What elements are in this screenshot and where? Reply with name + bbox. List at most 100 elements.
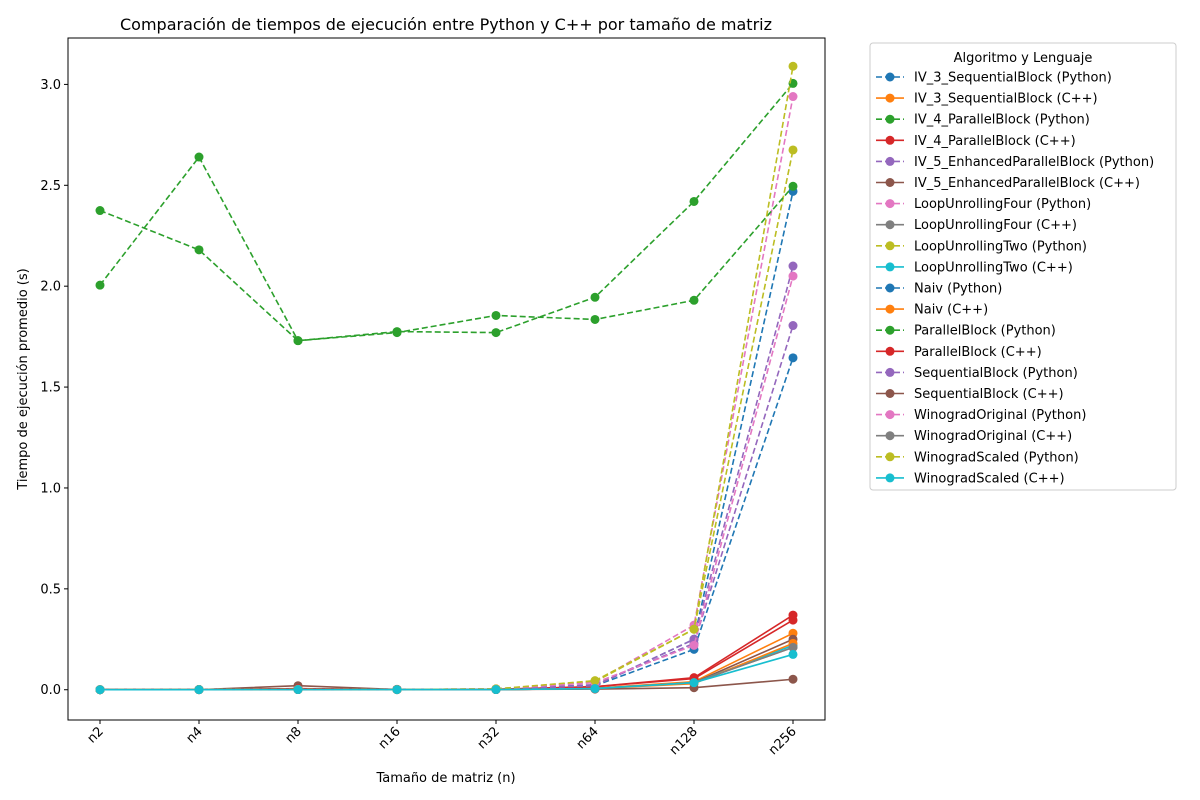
series-12 bbox=[95, 152, 798, 346]
data-point bbox=[392, 328, 402, 338]
legend-swatch-marker bbox=[885, 325, 895, 335]
legend-swatch-marker bbox=[885, 220, 895, 230]
series-line bbox=[99, 82, 794, 342]
y-axis-label: Tiempo de ejecución promedio (s) bbox=[16, 268, 31, 490]
legend-label: Naiv (Python) bbox=[914, 282, 1002, 297]
legend-item: SequentialBlock (C++) bbox=[876, 387, 1064, 402]
series-layer bbox=[95, 61, 798, 695]
y-axis: 0.0 0.5 1.0 1.5 2.0 2.5 3.0 bbox=[40, 78, 68, 698]
data-point bbox=[95, 280, 105, 290]
data-point bbox=[689, 624, 699, 634]
data-point bbox=[788, 353, 798, 363]
legend-label: IV_5_EnhancedParallelBlock (C++) bbox=[914, 176, 1140, 191]
data-point bbox=[689, 640, 699, 650]
legend-swatch-marker bbox=[885, 389, 895, 398]
legend-swatch-marker bbox=[885, 304, 895, 314]
legend-label: IV_5_EnhancedParallelBlock (Python) bbox=[914, 155, 1154, 170]
legend-item: Naiv (Python) bbox=[876, 282, 1002, 297]
legend-item: IV_5_EnhancedParallelBlock (C++) bbox=[876, 176, 1140, 191]
plot-area bbox=[68, 38, 825, 720]
data-point bbox=[392, 685, 402, 695]
data-point bbox=[293, 685, 303, 695]
legend: Algoritmo y Lenguaje IV_3_SequentialBloc… bbox=[869, 42, 1177, 491]
data-point bbox=[95, 206, 105, 216]
legend-item: WinogradOriginal (Python) bbox=[876, 408, 1086, 423]
legend-label: LoopUnrollingFour (Python) bbox=[914, 197, 1091, 212]
legend-label: SequentialBlock (Python) bbox=[914, 366, 1078, 381]
legend-swatch-marker bbox=[885, 410, 895, 420]
data-point bbox=[689, 678, 699, 688]
y-tick-label: 1.5 bbox=[40, 381, 61, 396]
data-point bbox=[590, 676, 600, 686]
legend-item: WinogradOriginal (C++) bbox=[876, 429, 1072, 444]
series-19 bbox=[95, 649, 798, 695]
legend-item: IV_4_ParallelBlock (Python) bbox=[876, 113, 1090, 128]
data-point bbox=[788, 642, 798, 652]
legend-label: Naiv (C++) bbox=[914, 303, 988, 318]
legend-swatch-marker bbox=[885, 178, 895, 187]
data-point bbox=[788, 261, 798, 271]
data-point bbox=[788, 649, 798, 659]
legend-item: LoopUnrollingTwo (Python) bbox=[876, 239, 1087, 254]
legend-swatch-marker bbox=[885, 431, 895, 441]
legend-label: LoopUnrollingTwo (Python) bbox=[914, 239, 1087, 254]
data-point bbox=[590, 314, 600, 324]
legend-label: IV_4_ParallelBlock (Python) bbox=[914, 113, 1090, 128]
y-tick-label: 2.0 bbox=[40, 280, 61, 295]
data-point bbox=[788, 92, 798, 102]
legend-swatch-marker bbox=[885, 262, 895, 272]
legend-item: LoopUnrollingFour (Python) bbox=[876, 197, 1091, 212]
data-point bbox=[788, 61, 798, 71]
data-point bbox=[293, 336, 303, 346]
legend-swatch-marker bbox=[885, 72, 895, 82]
legend-label: WinogradOriginal (C++) bbox=[914, 429, 1072, 444]
legend-item: SequentialBlock (Python) bbox=[876, 366, 1078, 381]
data-point bbox=[491, 328, 501, 338]
data-point bbox=[689, 295, 699, 305]
y-tick-label: 1.0 bbox=[40, 481, 61, 496]
legend-item: ParallelBlock (C++) bbox=[876, 345, 1042, 360]
legend-item: IV_4_ParallelBlock (C++) bbox=[876, 134, 1076, 149]
chart-title: Comparación de tiempos de ejecución entr… bbox=[120, 15, 772, 34]
legend-swatch-marker bbox=[885, 93, 895, 103]
legend-swatch-marker bbox=[885, 452, 895, 462]
legend-item: Naiv (C++) bbox=[876, 303, 988, 318]
legend-label: ParallelBlock (C++) bbox=[914, 345, 1042, 360]
y-tick-label: 0.5 bbox=[40, 582, 61, 597]
data-point bbox=[194, 685, 204, 695]
legend-label: IV_4_ParallelBlock (C++) bbox=[914, 134, 1076, 149]
data-point bbox=[788, 271, 798, 281]
legend-items: IV_3_SequentialBlock (Python) IV_3_Sequen… bbox=[876, 71, 1154, 486]
data-point bbox=[590, 292, 600, 302]
legend-title: Algoritmo y Lenguaje bbox=[954, 51, 1093, 66]
data-point bbox=[788, 321, 798, 331]
legend-swatch-marker bbox=[885, 135, 895, 145]
legend-swatch-marker bbox=[885, 241, 895, 251]
legend-label: SequentialBlock (C++) bbox=[914, 387, 1064, 402]
plot-frame bbox=[67, 37, 826, 721]
legend-item: IV_5_EnhancedParallelBlock (Python) bbox=[876, 155, 1154, 170]
legend-label: WinogradOriginal (Python) bbox=[914, 408, 1086, 423]
legend-swatch-marker bbox=[885, 156, 895, 166]
legend-item: WinogradScaled (C++) bbox=[876, 471, 1065, 486]
legend-swatch-marker bbox=[885, 367, 895, 377]
legend-item: WinogradScaled (Python) bbox=[876, 450, 1079, 465]
data-point bbox=[194, 152, 204, 162]
legend-swatch-marker bbox=[885, 283, 895, 293]
data-point bbox=[95, 685, 105, 695]
legend-item: IV_3_SequentialBlock (C++) bbox=[876, 92, 1098, 107]
legend-frame bbox=[869, 42, 1177, 491]
data-point bbox=[491, 310, 501, 320]
legend-label: IV_3_SequentialBlock (Python) bbox=[914, 71, 1112, 86]
data-point bbox=[590, 684, 600, 694]
legend-swatch-marker bbox=[885, 199, 895, 209]
legend-item: ParallelBlock (Python) bbox=[876, 324, 1056, 339]
legend-item: LoopUnrollingTwo (C++) bbox=[876, 260, 1073, 275]
legend-label: LoopUnrollingTwo (C++) bbox=[914, 260, 1073, 275]
legend-item: IV_3_SequentialBlock (Python) bbox=[876, 71, 1112, 86]
legend-item: LoopUnrollingFour (C++) bbox=[876, 218, 1077, 233]
data-point bbox=[788, 615, 798, 625]
legend-label: WinogradScaled (Python) bbox=[914, 450, 1079, 465]
legend-swatch-marker bbox=[885, 473, 895, 483]
data-point bbox=[689, 196, 699, 206]
